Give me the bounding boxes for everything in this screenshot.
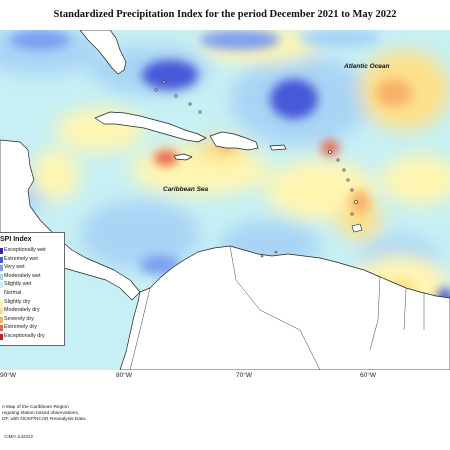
legend-label: Slightly wet [4, 281, 32, 288]
map-title: Standardized Precipitation Index for the… [53, 9, 397, 20]
lon-tick-80w: 80°W [116, 372, 132, 379]
legend-swatch [0, 334, 3, 340]
small-islands [154, 80, 363, 258]
legend-swatch [0, 256, 3, 263]
legend-label: Extremely dry [4, 324, 37, 331]
legend-title: SPI Index [0, 236, 32, 243]
atlantic-ocean-label: Atlantic Ocean [344, 63, 390, 70]
legend-label: Severely dry [4, 315, 34, 322]
land [0, 30, 450, 370]
lon-tick-90w: 90°W [0, 372, 16, 379]
legend-swatch [0, 308, 3, 315]
legend-swatch [0, 291, 3, 297]
legend-swatch [0, 282, 3, 289]
caption-line: DF, with NCEP/NCAR Reanalysis Data. [2, 417, 87, 422]
legend-label: Extremely wet [4, 255, 38, 262]
legend-swatch [0, 265, 3, 272]
florida [79, 30, 127, 75]
legend-swatch [0, 273, 3, 280]
legend-label: Moderately wet [4, 272, 41, 279]
legend-label: Moderately dry [4, 307, 40, 314]
legend-swatch [0, 316, 3, 323]
caption-line: regating station based observations, [2, 411, 80, 416]
legend-swatch [0, 325, 3, 332]
legend-swatch [0, 299, 3, 306]
map-caption: n Map of the Caribbean Region regating s… [2, 405, 86, 423]
south-america [119, 245, 450, 370]
caption-line: n Map of the Caribbean Region [2, 405, 69, 410]
borders [129, 245, 425, 370]
legend-label: Normal [4, 290, 22, 296]
lon-tick-60w: 60°W [360, 372, 376, 379]
copyright: CIMH Jul2022 [4, 434, 34, 439]
legend-label: Exceptionally dry [4, 333, 45, 339]
puerto-rico [269, 144, 287, 151]
legend-label: Exceptionally wet [4, 247, 46, 253]
cuba [94, 111, 207, 143]
legend: SPI Index Exceptionally wet Extremely wet… [0, 232, 65, 346]
caribbean-sea-label: Caribbean Sea [163, 186, 209, 193]
lon-tick-70w: 70°W [236, 372, 252, 379]
jamaica [173, 153, 193, 161]
legend-label: Very wet [4, 264, 25, 271]
legend-label: Slightly dry [4, 298, 31, 305]
legend-swatch [0, 248, 3, 254]
spi-map [0, 30, 450, 370]
hispaniola [209, 131, 259, 151]
